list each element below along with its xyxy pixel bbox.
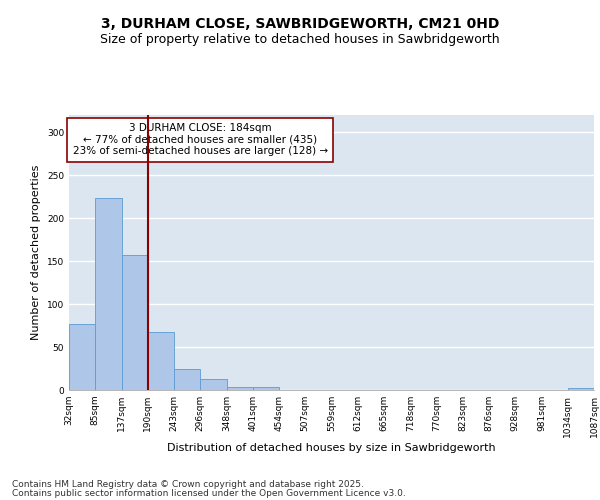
Bar — [174, 368, 200, 390]
X-axis label: Distribution of detached houses by size in Sawbridgeworth: Distribution of detached houses by size … — [167, 442, 496, 452]
Bar — [95, 198, 121, 390]
Bar — [200, 379, 227, 390]
Text: 3 DURHAM CLOSE: 184sqm
← 77% of detached houses are smaller (435)
23% of semi-de: 3 DURHAM CLOSE: 184sqm ← 77% of detached… — [73, 123, 328, 156]
Y-axis label: Number of detached properties: Number of detached properties — [31, 165, 41, 340]
Bar — [253, 388, 279, 390]
Bar — [568, 388, 594, 390]
Bar — [69, 324, 95, 390]
Text: Size of property relative to detached houses in Sawbridgeworth: Size of property relative to detached ho… — [100, 32, 500, 46]
Bar — [227, 386, 253, 390]
Text: 3, DURHAM CLOSE, SAWBRIDGEWORTH, CM21 0HD: 3, DURHAM CLOSE, SAWBRIDGEWORTH, CM21 0H… — [101, 18, 499, 32]
Bar — [121, 255, 148, 390]
Bar — [148, 332, 174, 390]
Text: Contains HM Land Registry data © Crown copyright and database right 2025.: Contains HM Land Registry data © Crown c… — [12, 480, 364, 489]
Text: Contains public sector information licensed under the Open Government Licence v3: Contains public sector information licen… — [12, 489, 406, 498]
